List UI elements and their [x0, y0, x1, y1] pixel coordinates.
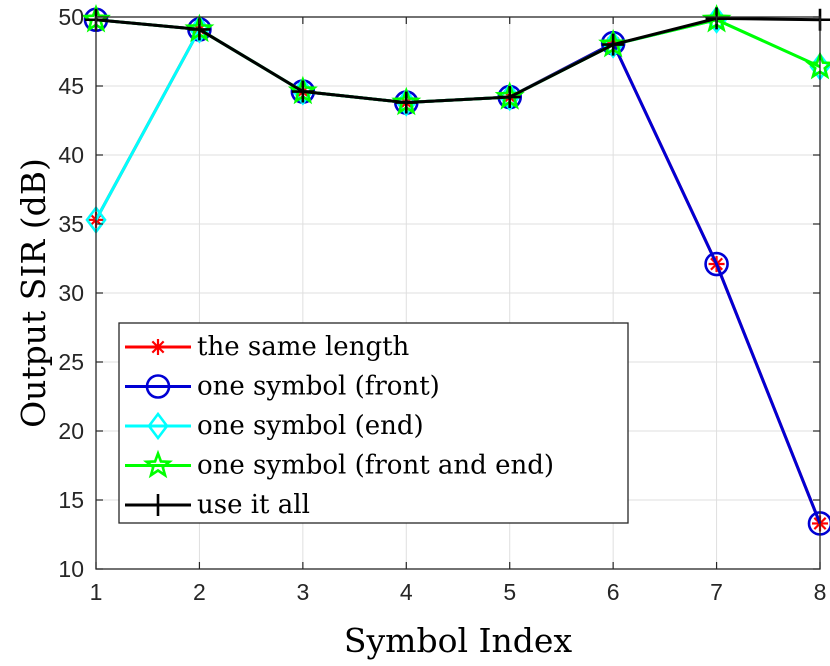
data-point — [704, 251, 729, 277]
legend-entry: one symbol (end) — [125, 411, 424, 441]
legend-label: the same length — [197, 332, 410, 362]
y-tick-label: 40 — [58, 142, 84, 168]
y-tick-label: 25 — [58, 349, 84, 375]
data-point — [291, 80, 314, 103]
y-axis-title: Output SIR (dB) — [14, 158, 53, 428]
series-4 — [81, 4, 830, 116]
legend-marker — [145, 374, 171, 399]
y-tick-label: 15 — [58, 487, 84, 513]
legend-marker — [147, 494, 169, 516]
legend-entry: one symbol (front) — [125, 372, 440, 402]
series-3 — [85, 5, 830, 235]
x-tick-label: 4 — [400, 579, 413, 605]
legend-entry: use it all — [125, 490, 310, 520]
y-tick-label: 20 — [58, 418, 84, 444]
x-tick-label: 7 — [710, 579, 723, 605]
x-axis-title: Symbol Index — [344, 621, 573, 660]
legend-entry: one symbol (front and end) — [125, 449, 554, 481]
data-point — [602, 33, 625, 56]
y-tick-label: 30 — [58, 280, 84, 306]
x-tick-label: 3 — [296, 579, 309, 605]
series-line — [95, 16, 821, 105]
x-tick-label: 6 — [607, 579, 620, 605]
y-tick-label: 10 — [58, 556, 84, 582]
x-tick-label: 2 — [193, 579, 206, 605]
legend: the same length one symbol (front) one sym… — [118, 322, 629, 524]
y-tick-label: 50 — [58, 4, 84, 30]
legend-label: one symbol (front and end) — [197, 451, 554, 481]
x-tick-label: 1 — [90, 579, 103, 605]
legend-box — [118, 322, 629, 524]
x-tick-label: 5 — [503, 579, 516, 605]
legend-label: one symbol (end) — [197, 411, 424, 441]
legend-label: use it all — [197, 490, 310, 520]
series-line — [94, 18, 821, 221]
y-tick-label: 35 — [58, 211, 84, 237]
legend-marker — [150, 339, 166, 355]
legend-marker — [143, 449, 173, 479]
y-tick-label: 45 — [58, 73, 84, 99]
legend-label: one symbol (front) — [197, 372, 440, 402]
legend-marker — [147, 411, 169, 441]
data-point — [395, 91, 418, 114]
legend-entry: the same length — [125, 332, 410, 362]
x-tick-label: 8 — [814, 579, 827, 605]
data-point — [498, 86, 521, 109]
